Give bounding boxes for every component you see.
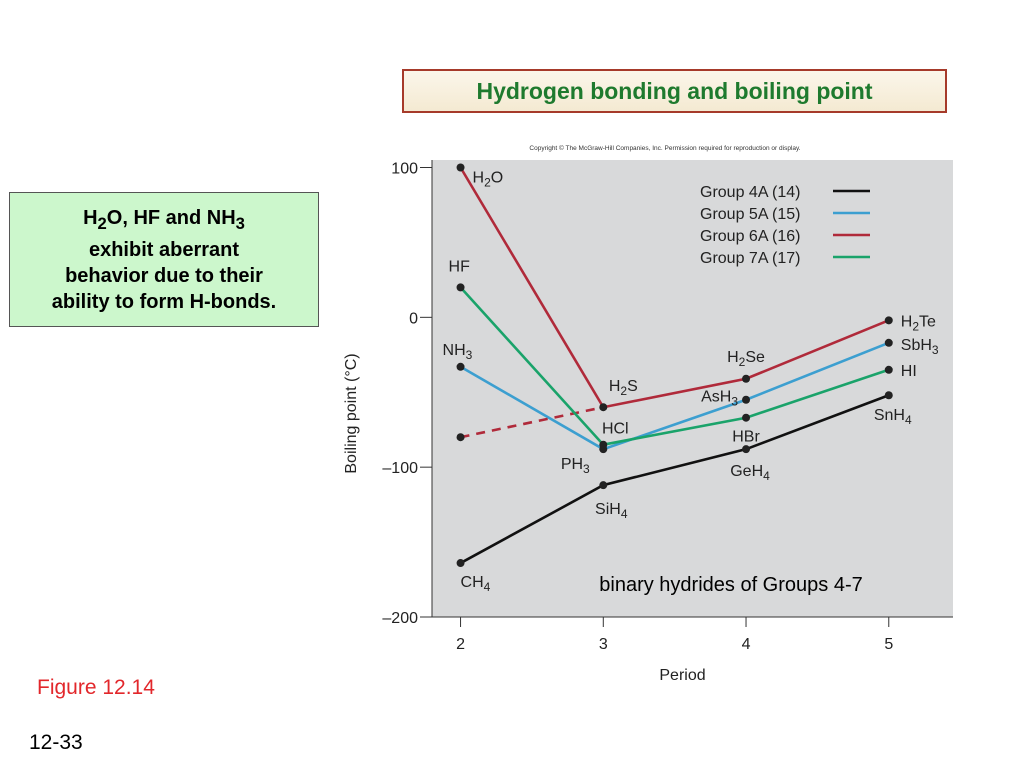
data-point xyxy=(742,445,751,454)
point-label: H2Te xyxy=(901,313,936,333)
legend-entry-label: Group 5A (15) xyxy=(700,206,801,223)
point-label: GeH4 xyxy=(730,463,770,483)
data-point xyxy=(456,559,465,568)
point-label: SbH3 xyxy=(901,337,939,357)
copyright-text: Copyright © The McGraw-Hill Companies, I… xyxy=(529,144,800,152)
y-tick-label: –200 xyxy=(382,610,418,627)
boiling-point-chart: Copyright © The McGraw-Hill Companies, I… xyxy=(343,144,953,684)
note-text: H2O, HF and NH3 exhibit aberrant behavio… xyxy=(52,205,276,315)
point-label: H2S xyxy=(609,378,638,398)
note-line-4: ability to form H-bonds. xyxy=(51,290,277,313)
series-line-4 xyxy=(459,286,890,447)
point-label: HCl xyxy=(602,421,629,438)
data-point xyxy=(884,338,893,347)
y-axis-label: Boiling point (°C) xyxy=(343,353,360,473)
data-point xyxy=(884,365,893,374)
figure-label: Figure 12.14 xyxy=(37,676,155,699)
data-point xyxy=(742,374,751,383)
extrapolation-point xyxy=(456,433,465,442)
y-tick-label: –100 xyxy=(382,460,418,477)
note-box: H2O, HF and NH3 exhibit aberrant behavio… xyxy=(9,192,319,327)
data-point xyxy=(456,283,465,292)
point-label: SiH4 xyxy=(595,501,628,521)
note-line-2: exhibit aberrant xyxy=(88,238,240,261)
note-line-3: behavior due to their xyxy=(65,264,263,287)
y-tick-label: 0 xyxy=(409,310,418,327)
extrapolation-line xyxy=(460,405,604,439)
y-tick-label: 100 xyxy=(391,160,418,177)
point-label: SnH4 xyxy=(874,407,912,427)
x-tick-label: 3 xyxy=(599,636,608,653)
data-point xyxy=(456,362,465,371)
chart-annotation: binary hydrides of Groups 4-7 xyxy=(599,574,862,596)
slide-title-box: Hydrogen bonding and boiling point xyxy=(402,69,947,113)
series-line-3 xyxy=(459,166,890,409)
point-label: PH3 xyxy=(561,456,590,476)
series-line-2 xyxy=(459,341,890,451)
data-point xyxy=(599,403,608,412)
x-axis-label: Period xyxy=(659,667,705,684)
point-label: AsH3 xyxy=(701,389,738,409)
x-tick-label: 4 xyxy=(742,636,751,653)
point-label: HI xyxy=(901,363,917,380)
slide-number: 12-33 xyxy=(29,731,83,754)
slide-title: Hydrogen bonding and boiling point xyxy=(476,77,873,104)
legend-entry-label: Group 6A (16) xyxy=(700,228,801,245)
data-point xyxy=(599,440,608,449)
data-point xyxy=(456,163,465,172)
point-label: HBr xyxy=(732,429,760,446)
x-tick-label: 2 xyxy=(456,636,465,653)
data-point xyxy=(742,413,751,422)
legend-entry-label: Group 7A (17) xyxy=(700,250,801,267)
data-point xyxy=(742,395,751,404)
point-label: CH4 xyxy=(461,574,491,594)
series-line-1 xyxy=(459,394,890,565)
legend-entry-label: Group 4A (14) xyxy=(700,184,801,201)
point-label: HF xyxy=(449,258,471,275)
data-point xyxy=(599,481,608,490)
point-label: H2Se xyxy=(727,349,765,369)
x-tick-label: 5 xyxy=(884,636,893,653)
data-point xyxy=(884,391,893,400)
point-label: H2O xyxy=(473,169,504,189)
data-point xyxy=(884,316,893,325)
note-line-1: H2O, HF and NH3 xyxy=(83,206,245,233)
point-label: NH3 xyxy=(443,342,473,362)
